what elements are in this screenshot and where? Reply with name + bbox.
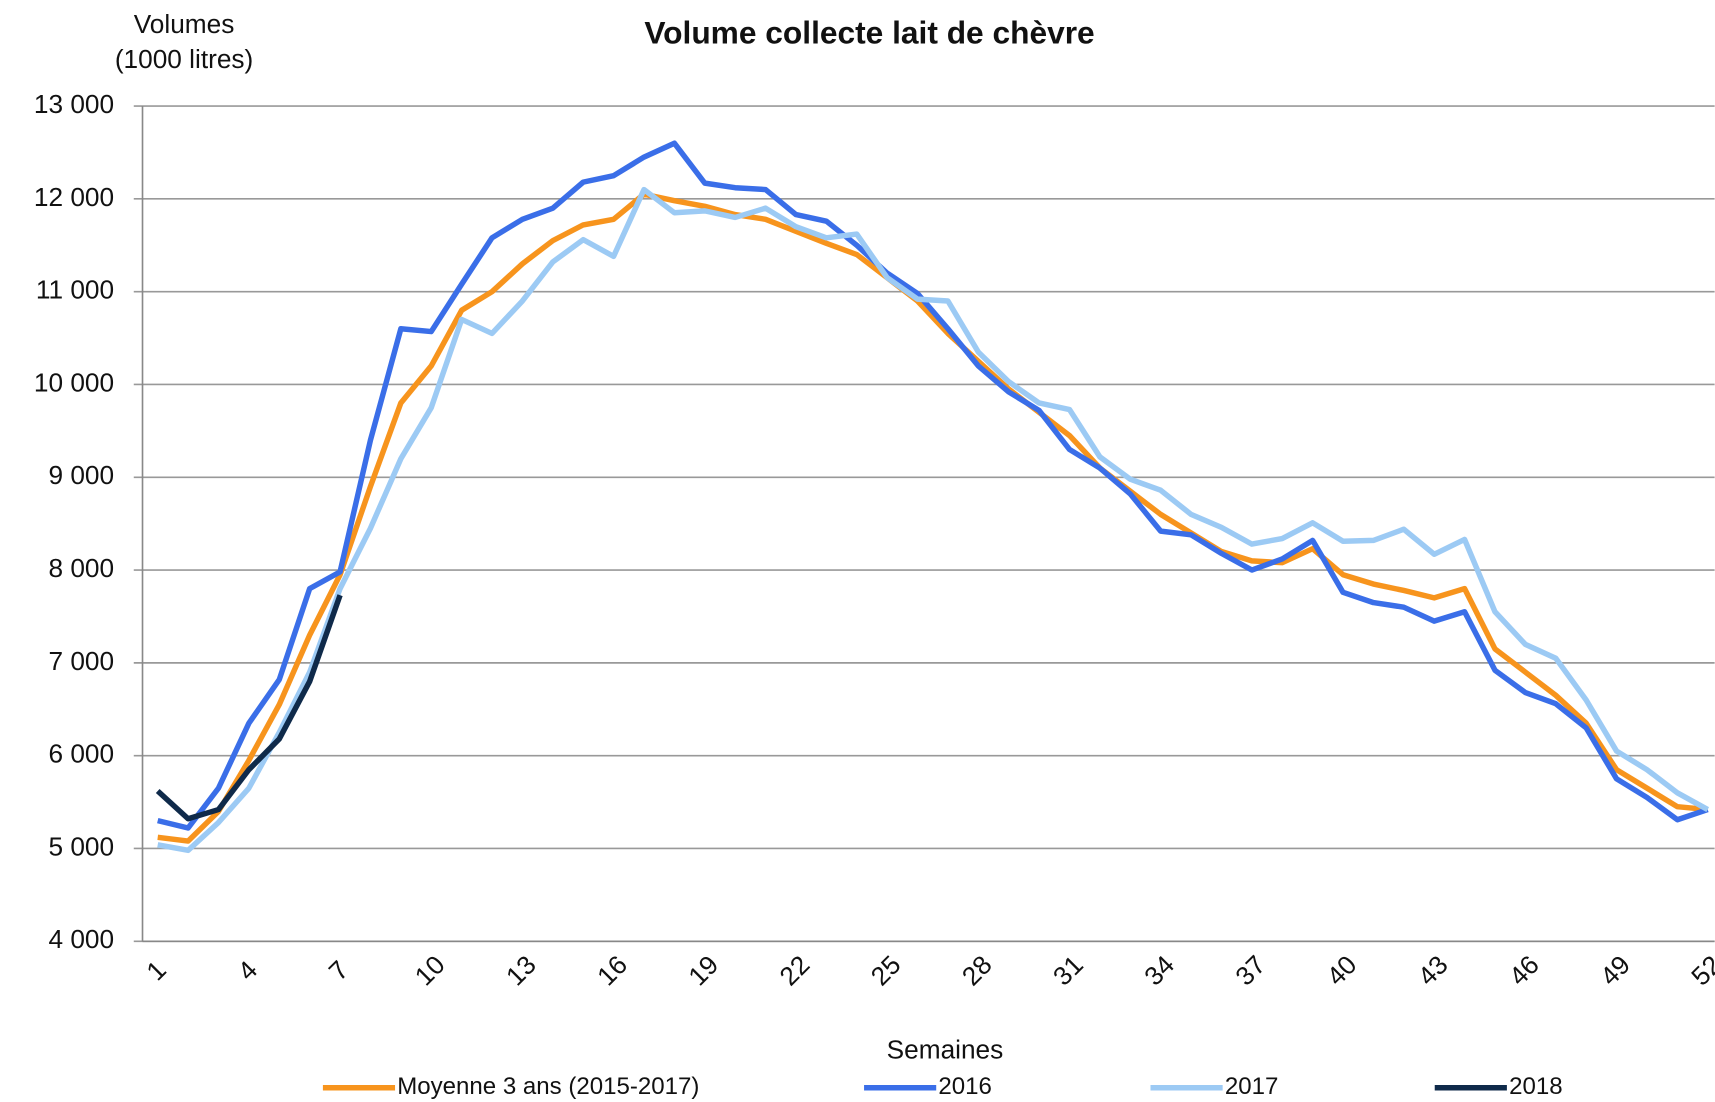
y-tick-label: 11 000 <box>36 275 114 305</box>
series-line <box>157 140 1709 831</box>
x-tick-label: 46 <box>1503 950 1545 992</box>
x-tick-label: 16 <box>591 950 633 992</box>
series-line <box>155 594 343 822</box>
y-tick-label: 7 000 <box>48 646 114 676</box>
x-tick-label: 43 <box>1412 950 1454 992</box>
legend-label: 2016 <box>938 1073 991 1100</box>
series-line <box>157 186 1710 854</box>
legend-label: Moyenne 3 ans (2015-2017) <box>397 1073 699 1100</box>
y-tick-label: 5 000 <box>48 831 114 861</box>
y-axis-label: Volumes <box>134 9 235 39</box>
x-tick-label: 10 <box>409 950 451 992</box>
x-tick-label: 49 <box>1594 950 1636 992</box>
legend-label: 2017 <box>1225 1073 1279 1100</box>
x-tick-label: 7 <box>323 955 355 987</box>
y-tick-label: 4 000 <box>48 924 114 954</box>
x-tick-label: 40 <box>1321 950 1363 992</box>
x-tick-label: 4 <box>232 955 264 987</box>
x-tick-label: 37 <box>1229 950 1271 992</box>
x-tick-label: 34 <box>1138 950 1180 992</box>
y-tick-label: 9 000 <box>48 460 114 490</box>
series-line <box>157 191 1708 844</box>
legend-label: 2018 <box>1509 1073 1563 1100</box>
y-tick-label: 8 000 <box>48 553 114 583</box>
y-tick-label: 10 000 <box>34 367 114 397</box>
x-tick-label: 22 <box>774 950 816 992</box>
x-tick-label: 31 <box>1047 950 1089 992</box>
x-tick-label: 19 <box>682 950 724 992</box>
x-tick-label: 28 <box>956 950 998 992</box>
chart-title: Volume collecte lait de chèvre <box>644 14 1094 50</box>
x-tick-label: 1 <box>140 955 172 987</box>
y-axis-label: (1000 litres) <box>115 44 253 74</box>
x-tick-label: 25 <box>865 950 907 992</box>
x-tick-label: 13 <box>500 950 542 992</box>
y-tick-label: 6 000 <box>48 739 114 769</box>
y-tick-label: 12 000 <box>34 182 114 212</box>
x-axis-label: Semaines <box>887 1035 1004 1065</box>
x-tick-label: 52 <box>1685 950 1715 992</box>
y-tick-label: 13 000 <box>34 89 114 119</box>
